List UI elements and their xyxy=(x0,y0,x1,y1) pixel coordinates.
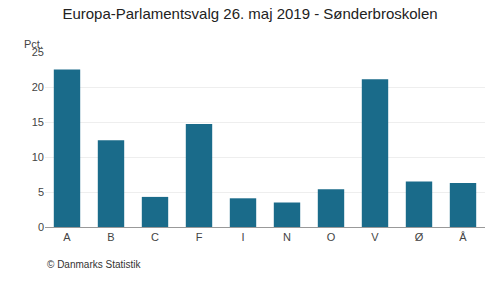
svg-text:Europa-Parlamentsvalg 26. maj: Europa-Parlamentsvalg 26. maj 2019 - Søn… xyxy=(62,5,437,22)
svg-text:Å: Å xyxy=(459,231,467,243)
svg-text:F: F xyxy=(196,231,203,243)
svg-text:10: 10 xyxy=(32,151,44,163)
svg-text:C: C xyxy=(151,231,159,243)
svg-text:A: A xyxy=(63,231,71,243)
svg-text:© Danmarks Statistik: © Danmarks Statistik xyxy=(47,259,142,270)
svg-text:I: I xyxy=(241,231,244,243)
svg-text:O: O xyxy=(327,231,336,243)
svg-text:20: 20 xyxy=(32,81,44,93)
svg-text:0: 0 xyxy=(38,221,44,233)
svg-text:25: 25 xyxy=(32,46,44,58)
svg-text:15: 15 xyxy=(32,116,44,128)
svg-text:5: 5 xyxy=(38,186,44,198)
svg-text:Ø: Ø xyxy=(415,231,424,243)
svg-text:B: B xyxy=(107,231,114,243)
svg-text:N: N xyxy=(283,231,291,243)
svg-text:V: V xyxy=(371,231,379,243)
svg-text:Pct.: Pct. xyxy=(24,38,43,50)
